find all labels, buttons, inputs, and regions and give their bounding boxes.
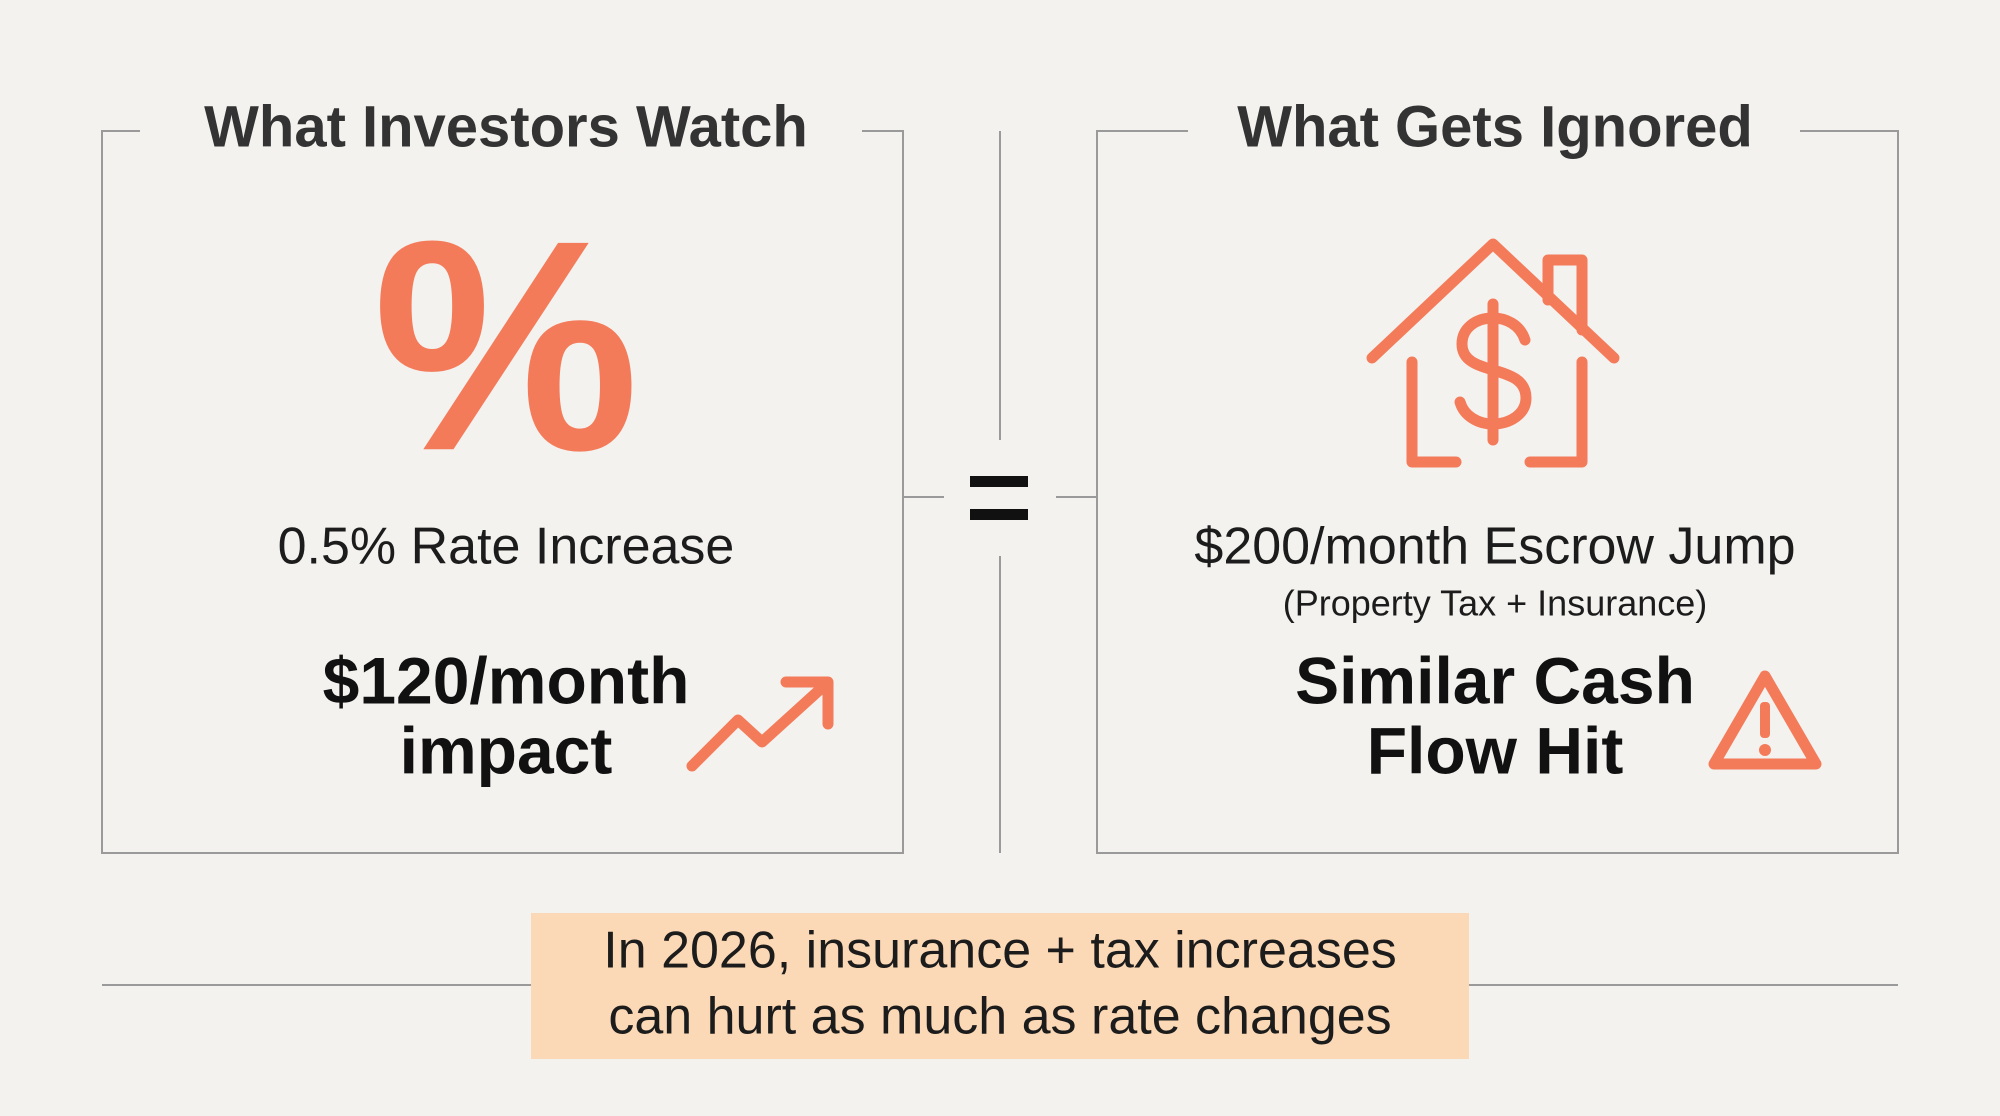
trend-arrow bbox=[686, 676, 834, 772]
left-impact: $120/month bbox=[323, 643, 690, 717]
warning-icon bbox=[1708, 670, 1822, 770]
equals-sign bbox=[970, 476, 1028, 487]
left-impact: impact bbox=[400, 713, 613, 787]
right-impact: Flow Hit bbox=[1367, 713, 1624, 787]
right-frame bbox=[1096, 130, 1899, 854]
right-impact: Similar Cash bbox=[1295, 643, 1695, 717]
right-title: What Gets Ignored bbox=[1237, 94, 1753, 159]
footer-text: In 2026, insurance + tax increases bbox=[603, 922, 1396, 980]
divider bbox=[903, 131, 1097, 853]
right-label: $200/month Escrow Jump bbox=[1194, 518, 1795, 576]
left-title: What Investors Watch bbox=[204, 94, 808, 159]
left-label: 0.5% Rate Increase bbox=[278, 518, 735, 576]
footer-box bbox=[531, 913, 1469, 1059]
right-sublabel: (Property Tax + Insurance) bbox=[1283, 583, 1708, 624]
left-frame bbox=[101, 130, 904, 854]
equals-sign bbox=[970, 509, 1028, 520]
footer-text: can hurt as much as rate changes bbox=[608, 988, 1391, 1046]
percent-icon: % bbox=[373, 177, 640, 513]
house-icon bbox=[1366, 238, 1620, 468]
